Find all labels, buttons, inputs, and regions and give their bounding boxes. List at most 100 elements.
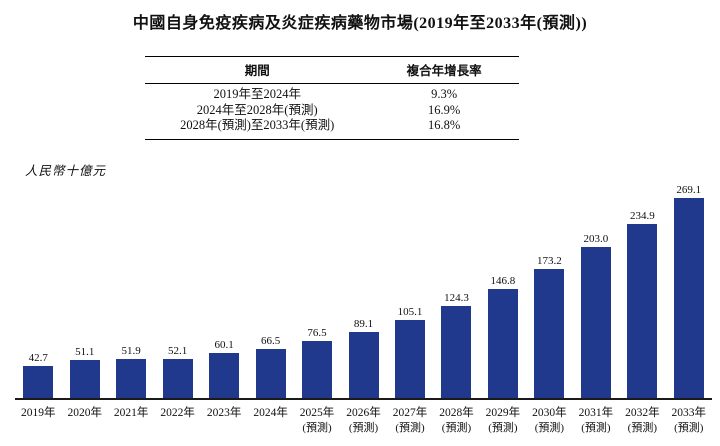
- bar-group: 66.5: [247, 335, 293, 398]
- x-axis-tick: 2021年: [108, 405, 154, 421]
- x-axis-year-label: 2032年: [625, 407, 660, 419]
- bar: [627, 223, 658, 398]
- bar-value-label: 173.2: [537, 255, 562, 268]
- x-axis-forecast-label: (預測): [302, 422, 332, 434]
- plot-area: 42.7 51.1 51.9 52.1 60.1 66.5 76.5 89.1 …: [15, 184, 712, 400]
- bar-value-label: 52.1: [168, 345, 188, 358]
- x-axis-tick: 2026年 (預測): [340, 405, 386, 436]
- bar-value-label: 66.5: [260, 334, 281, 347]
- x-axis-tick: 2027年 (預測): [387, 405, 433, 436]
- bar: [162, 359, 193, 398]
- x-axis-tick: 2031年 (預測): [573, 405, 619, 436]
- bar-value-label: 60.1: [214, 339, 234, 352]
- x-axis-year-label: 2028年: [439, 407, 474, 419]
- bar: [394, 319, 425, 398]
- bar-group: 124.3: [433, 292, 479, 398]
- bar: [673, 198, 704, 398]
- x-axis-year-label: 2022年: [160, 407, 195, 419]
- bar-group: 203.0: [573, 233, 619, 398]
- x-axis-year-label: 2019年: [20, 407, 56, 419]
- bar: [255, 348, 286, 398]
- x-axis-tick: 2024年: [247, 405, 293, 421]
- bar-value-label: 269.1: [676, 184, 702, 197]
- bar-group: 42.7: [15, 352, 61, 398]
- bar: [348, 331, 379, 398]
- cagr-cell: 16.8%: [428, 118, 461, 132]
- bar-value-label: 51.9: [121, 345, 141, 358]
- x-axis-year-label: 2020年: [67, 407, 102, 419]
- bar-value-label: 76.5: [307, 327, 327, 340]
- x-axis-forecast-label: (預測): [488, 422, 518, 434]
- bar: [209, 353, 240, 398]
- x-axis-forecast-label: (預測): [674, 422, 704, 434]
- header-cagr: 複合年增長率: [406, 64, 482, 78]
- bar-group: 105.1: [387, 306, 433, 398]
- bar-group: 146.8: [480, 275, 526, 398]
- period-cell: 2028年(預測)至2033年(預測): [180, 118, 335, 132]
- x-axis-tick: 2023年: [201, 405, 247, 421]
- x-axis-forecast-label: (預測): [441, 422, 472, 434]
- x-axis-forecast-label: (預測): [348, 422, 379, 434]
- x-axis-tick: 2029年 (預測): [480, 405, 526, 436]
- cagr-cell: 16.9%: [428, 102, 461, 117]
- bar: [116, 359, 147, 398]
- bar-group: 76.5: [294, 327, 340, 398]
- x-axis-year-label: 2031年: [578, 407, 614, 419]
- bar-group: 89.1: [340, 318, 386, 398]
- bar: [534, 269, 565, 398]
- bar-value-label: 234.9: [629, 209, 655, 222]
- x-axis-year-label: 2027年: [392, 407, 428, 419]
- chart-title: 中國自身免疫疾病及炎症疾病藥物市場(2019年至2033年(預測)): [132, 15, 588, 32]
- bar-value-label: 146.8: [490, 274, 516, 287]
- x-axis-year-label: 2033年: [671, 407, 707, 419]
- x-axis-year-label: 2024年: [253, 407, 288, 419]
- x-axis-forecast-label: (預測): [581, 422, 611, 434]
- period-cell: 2024年至2028年(預測): [196, 102, 318, 117]
- y-axis-unit-label: 人民幣十億元: [25, 164, 107, 178]
- cagr-cell: 9.3%: [431, 87, 458, 101]
- period-cell: 2019年至2024年: [213, 87, 301, 101]
- bar: [441, 305, 472, 398]
- table-row: 2024年至2028年(預測) 16.9%: [145, 103, 519, 119]
- x-axis-tick: 2020年: [61, 405, 107, 421]
- x-axis-forecast-label: (預測): [534, 422, 565, 434]
- header-period: 期間: [244, 64, 270, 78]
- table-row: 2028年(預測)至2033年(預測) 16.8%: [145, 118, 519, 134]
- x-axis-tick: 2033年 (預測): [666, 405, 712, 436]
- table-row: 2019年至2024年 9.3%: [145, 87, 519, 103]
- bar-group: 60.1: [201, 339, 247, 398]
- bar-group: 51.9: [108, 345, 154, 398]
- x-axis-tick: 2030年 (預測): [526, 405, 572, 436]
- bar-value-label: 42.7: [28, 352, 48, 365]
- bar-value-label: 89.1: [353, 317, 374, 330]
- bar: [302, 341, 333, 398]
- x-axis-year-label: 2021年: [113, 407, 149, 419]
- bar-chart: 42.7 51.1 51.9 52.1 60.1 66.5 76.5 89.1 …: [15, 184, 712, 436]
- bar: [487, 288, 518, 398]
- bar-group: 269.1: [666, 184, 712, 398]
- bar-group: 234.9: [619, 209, 665, 398]
- bar-value-label: 51.1: [75, 346, 95, 358]
- x-axis-tick: 2025年 (預測): [294, 405, 340, 436]
- x-axis-labels: 2019年 2020年 2021年 2022年 2023年 2024年 2025…: [15, 405, 712, 436]
- bar-group: 173.2: [526, 255, 572, 398]
- bar-group: 51.1: [61, 346, 107, 398]
- x-axis-year-label: 2025年: [299, 407, 335, 419]
- cagr-table: 期間 複合年增長率 2019年至2024年 9.3% 2024年至2028年(預…: [145, 56, 519, 140]
- x-axis-tick: 2019年: [15, 405, 61, 421]
- bar-value-label: 105.1: [397, 305, 423, 318]
- bar-value-label: 203.0: [583, 233, 609, 246]
- x-axis-year-label: 2030年: [532, 407, 567, 419]
- bar: [69, 360, 100, 398]
- x-axis-forecast-label: (預測): [627, 422, 657, 434]
- x-axis-year-label: 2026年: [346, 407, 381, 419]
- cagr-table-body: 2019年至2024年 9.3% 2024年至2028年(預測) 16.9% 2…: [145, 84, 519, 139]
- x-axis-tick: 2032年 (預測): [619, 405, 665, 436]
- x-axis-tick: 2022年: [154, 405, 200, 421]
- bar-value-label: 124.3: [444, 291, 469, 304]
- x-axis-year-label: 2029年: [485, 407, 521, 419]
- x-axis-tick: 2028年 (預測): [433, 405, 479, 436]
- x-axis-year-label: 2023年: [206, 407, 242, 419]
- x-axis-forecast-label: (預測): [395, 422, 425, 434]
